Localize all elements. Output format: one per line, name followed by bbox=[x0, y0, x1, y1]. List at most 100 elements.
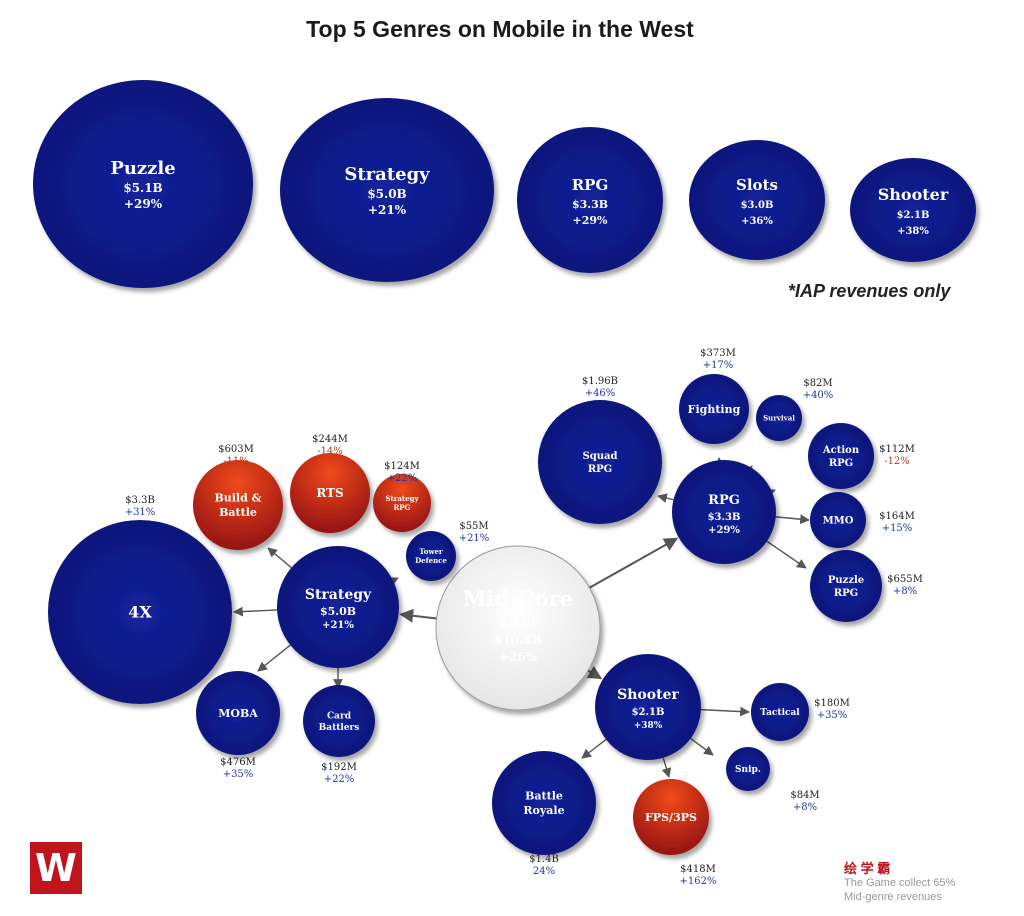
subgenre-bubble-battle bbox=[492, 751, 596, 855]
subgenre-growth: -12% bbox=[884, 456, 910, 467]
top-genre-bubble-puzzle bbox=[33, 80, 253, 288]
subgenre-name: RPG bbox=[834, 588, 858, 599]
subgenre-growth: +40% bbox=[803, 390, 834, 401]
subgenre-name: Puzzle bbox=[828, 575, 864, 586]
subgenre-bubble-puzzlerpg bbox=[810, 550, 882, 622]
subgenre-bubble-rts bbox=[290, 453, 370, 533]
watermark-line1: The Game collect 65% bbox=[844, 877, 956, 889]
subgenre-name: Card bbox=[327, 711, 352, 721]
top-genre-name: Strategy bbox=[344, 164, 430, 185]
subgenre-growth: +31% bbox=[125, 507, 156, 518]
subgenre-name: Royale bbox=[523, 804, 564, 817]
subgenre-bubble-survival bbox=[756, 395, 802, 441]
brand-logo: W bbox=[30, 842, 82, 894]
subgenre-bubble-snip bbox=[726, 747, 770, 791]
top-genre-name: Puzzle bbox=[110, 158, 175, 179]
arrow-center-to-rpg bbox=[588, 537, 679, 589]
arrow-shooter-to-fps bbox=[661, 757, 672, 778]
subgenre-bubble-fighting bbox=[679, 374, 749, 444]
subgenre-amount: $1.4B bbox=[529, 854, 559, 865]
arrow-center-to-shooter bbox=[586, 665, 603, 680]
subgenre-growth: +21% bbox=[459, 533, 490, 544]
arrow-rpg-to-action bbox=[764, 488, 776, 498]
watermark: 绘 学 霸 The Game collect 65% Mid-genre rev… bbox=[844, 862, 955, 904]
hub-growth: +38% bbox=[634, 721, 663, 731]
subgenre-growth: +15% bbox=[882, 523, 913, 534]
subgenre-bubble-stratrpg bbox=[373, 474, 431, 532]
subgenre-amount: $82M bbox=[803, 378, 832, 389]
hub-name: RPG bbox=[708, 493, 740, 508]
top-genre-value: $3.3B bbox=[572, 198, 608, 211]
subgenre-name: Battle bbox=[525, 790, 563, 803]
subgenre-growth: 24% bbox=[533, 866, 555, 877]
subgenre-name: Strategy bbox=[385, 494, 419, 503]
subgenre-growth: +22% bbox=[387, 473, 418, 484]
subgenre-bubble-moba bbox=[196, 671, 280, 755]
subgenre-amount: $55M bbox=[459, 521, 488, 532]
subgenre-name: RTS bbox=[316, 486, 343, 500]
hub-bubble-strategy bbox=[277, 546, 399, 668]
subgenre-growth: -11% bbox=[223, 456, 249, 467]
subgenre-name: Defence bbox=[415, 556, 447, 565]
iap-note: *IAP revenues only bbox=[788, 281, 951, 301]
top-genre-bubble-slots bbox=[689, 140, 825, 260]
hub-value: $2.1B bbox=[632, 707, 665, 718]
subgenre-bubble-build bbox=[193, 460, 283, 550]
subgenre-name: Battle bbox=[219, 506, 257, 519]
subgenre-name: MOBA bbox=[218, 707, 258, 720]
arrow-shooter-to-battle bbox=[581, 738, 607, 759]
subgenre-name: Survival bbox=[763, 413, 795, 422]
subgenre-bubble-4x bbox=[48, 520, 232, 704]
subgenre-name: Battlers bbox=[319, 723, 360, 733]
subgenre-amount: $655M bbox=[887, 574, 923, 585]
center-bubble-midcore bbox=[435, 545, 601, 711]
subgenre-bubble-tactical bbox=[751, 683, 809, 741]
bubbles: Puzzle $5.1B +29% Strategy $5.0B +21% RPG $3.3B… bbox=[33, 80, 976, 855]
arrow-rpg-to-puzzlerpg bbox=[766, 540, 807, 569]
top-genre-growth: +38% bbox=[897, 226, 929, 237]
subgenre-name: RPG bbox=[393, 503, 410, 512]
top-genre-growth: +29% bbox=[573, 214, 609, 227]
arrow-rpg-to-squad bbox=[657, 493, 674, 503]
watermark-line2: Mid-genre revenues bbox=[844, 891, 942, 903]
subgenre-bubble-action bbox=[808, 423, 874, 489]
subgenre-name: FPS/3PS bbox=[645, 811, 697, 824]
arrow-rpg-to-mmo bbox=[775, 514, 810, 525]
arrow-strategy-to-moba bbox=[257, 644, 291, 672]
top-genre-name: Slots bbox=[736, 176, 778, 194]
subgenre-amount: $192M bbox=[321, 762, 357, 773]
top-genre-bubble-strategy bbox=[280, 98, 494, 282]
hub-name: Shooter bbox=[617, 687, 679, 703]
subgenre-amount: $112M bbox=[879, 444, 915, 455]
subgenre-name: Tactical bbox=[760, 708, 800, 718]
subgenre-bubble-squad bbox=[538, 400, 662, 524]
arrow-center-to-strategy bbox=[399, 608, 437, 623]
subgenre-name: MMO bbox=[823, 516, 854, 527]
subgenre-amount: $1.96B bbox=[582, 376, 618, 387]
hub-value: $3.3B bbox=[708, 512, 741, 523]
top-genre-bubble-rpg bbox=[517, 127, 663, 273]
logo-letter: W bbox=[35, 846, 77, 890]
subgenre-growth: +8% bbox=[893, 586, 917, 597]
subgenre-amount: $603M bbox=[218, 444, 254, 455]
annotation-labels: $3.3B+31%$603M-11%$244M-14%$124M+22%$55M… bbox=[125, 348, 923, 887]
subgenre-growth: +35% bbox=[223, 769, 254, 780]
center-value: $10.4B bbox=[494, 633, 542, 647]
hub-bubble-shooter bbox=[595, 654, 701, 760]
subgenre-bubble-card bbox=[303, 685, 375, 757]
hub-value: $5.0B bbox=[320, 605, 356, 618]
top-genre-growth: +36% bbox=[741, 216, 773, 227]
subgenre-name: Build & bbox=[214, 492, 261, 505]
subgenre-amount: $418M bbox=[680, 864, 716, 875]
subgenre-growth: +17% bbox=[703, 360, 734, 371]
subgenre-growth: +35% bbox=[817, 710, 848, 721]
hub-growth: +21% bbox=[322, 620, 354, 631]
subgenre-growth: -14% bbox=[317, 446, 343, 457]
arrow-rpg-to-survival bbox=[743, 465, 753, 477]
subgenre-bubble-fps bbox=[633, 779, 709, 855]
subgenre-growth: +22% bbox=[324, 774, 355, 785]
arrow-shooter-to-snip bbox=[690, 737, 714, 756]
subgenre-growth: +162% bbox=[680, 876, 717, 887]
subgenre-amount: $84M bbox=[790, 790, 819, 801]
